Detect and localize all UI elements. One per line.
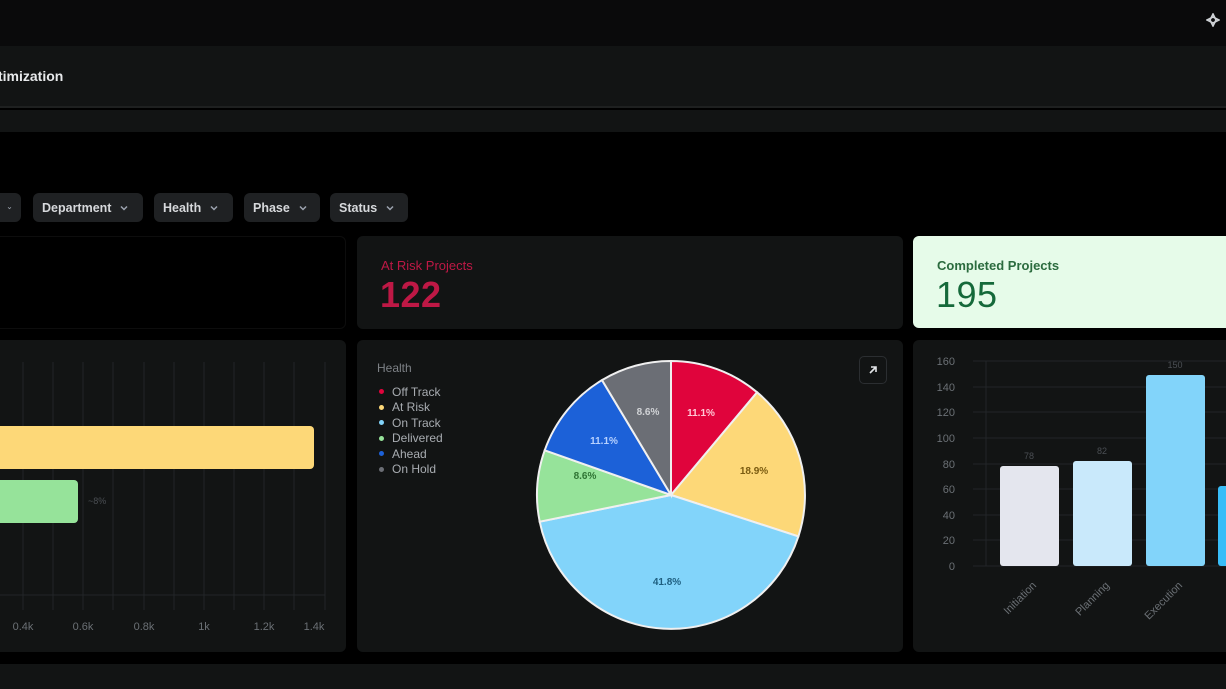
svg-text:60: 60 [943,484,955,496]
filter-dropdown-partial[interactable] [0,193,21,222]
pie-slice-at-risk[interactable] [669,390,806,538]
svg-text:8.6%: 8.6% [574,471,597,482]
chevron-down-icon [299,205,307,211]
svg-text:Initiation: Initiation [1002,580,1039,617]
expand-button[interactable] [859,356,887,384]
kpi-value: 122 [380,274,442,315]
bottom-panel [0,664,1226,689]
move-icon[interactable] [1206,13,1220,27]
phase-bar-chart-card: 160 140 120 100 80 60 40 20 0 78 82 150 … [913,340,1226,652]
filter-label: Health [163,200,202,215]
legend-item-delivered[interactable]: Delivered [379,431,443,447]
svg-text:0.8k: 0.8k [134,621,155,633]
svg-text:0.6k: 0.6k [73,621,94,633]
svg-text:120: 120 [937,407,955,419]
chevron-down-icon [7,206,12,209]
phase-bar-chart: 160 140 120 100 80 60 40 20 0 78 82 150 … [937,356,1226,623]
page-header: timization [0,46,1226,108]
legend-dot-icon [379,389,384,395]
page-title: timization [0,68,64,84]
bar-yellow[interactable] [0,426,314,469]
filter-label: Phase [253,200,290,215]
legend-item-on-track[interactable]: On Track [379,415,443,431]
pie-slice-on-hold[interactable] [600,359,672,499]
kpi-card-blank [0,236,346,329]
kpi-label: Completed Projects [937,258,1060,273]
filter-phase[interactable]: Phase [244,193,320,222]
svg-text:80: 80 [943,459,955,471]
kpi-card-at-risk: At Risk Projects 122 [357,236,903,329]
svg-text:40: 40 [943,510,955,522]
pie-slice-on-track[interactable] [538,493,800,630]
svg-text:150: 150 [1167,360,1182,370]
legend-dot-icon [379,451,384,457]
legend-item-off-track[interactable]: Off Track [379,384,443,400]
bar-monitoring[interactable] [1218,486,1226,566]
svg-text:0: 0 [949,561,955,573]
arrow-up-right-icon [869,366,877,374]
svg-text:11.1%: 11.1% [590,436,618,447]
svg-text:Planning: Planning [1073,580,1112,619]
legend-item-at-risk[interactable]: At Risk [379,400,443,416]
svg-text:1.2k: 1.2k [254,621,275,633]
filter-health[interactable]: Health [154,193,233,222]
legend-item-on-hold[interactable]: On Hold [379,462,443,478]
svg-text:140: 140 [937,382,955,394]
pie-slice-off-track[interactable] [670,359,759,498]
svg-text:82: 82 [1097,446,1107,456]
svg-text:8.6%: 8.6% [637,407,660,418]
horizontal-bar-chart: ~8% 0.4k 0.6k 0.8k 1k 1.2k 1.4k [0,362,326,633]
kpi-label: At Risk Projects [381,258,473,273]
bar-planning[interactable] [1073,461,1132,566]
sub-header [0,110,1226,132]
filter-department[interactable]: Department [33,193,143,222]
top-bar [0,0,1226,46]
filter-label: Department [42,200,112,215]
health-pie-card: Health Off Track At Risk On Track Delive… [357,340,903,652]
legend-item-ahead[interactable]: Ahead [379,446,443,462]
legend-dot-icon [379,404,384,410]
svg-text:78: 78 [1024,451,1034,461]
svg-text:100: 100 [937,433,955,445]
legend-dot-icon [379,420,384,426]
kpi-card-completed: Completed Projects 195 [913,236,1226,328]
chart-title: Health [377,361,412,375]
bar-green[interactable] [0,480,78,523]
legend-dot-icon [379,435,384,441]
health-pie-chart: 11.1% 18.9% 41.8% 8.6% 11.1% 8.6% [536,359,806,630]
svg-text:0.4k: 0.4k [13,621,34,633]
svg-text:11.1%: 11.1% [687,408,715,419]
bar-execution[interactable] [1146,375,1205,566]
pie-legend: Off Track At Risk On Track Delivered Ahe… [379,384,443,477]
svg-text:1.4k: 1.4k [304,621,325,633]
legend-dot-icon [379,466,384,472]
svg-text:160: 160 [937,356,955,368]
svg-text:41.8%: 41.8% [653,577,681,588]
horizontal-bar-chart-card: ~8% 0.4k 0.6k 0.8k 1k 1.2k 1.4k [0,340,346,652]
svg-text:1k: 1k [198,621,210,633]
svg-text:20: 20 [943,535,955,547]
chevron-down-icon [386,205,394,211]
svg-text:18.9%: 18.9% [740,466,768,477]
svg-text:Execution: Execution [1142,580,1185,623]
chevron-down-icon [210,205,218,211]
pie-slice-ahead[interactable] [543,378,674,497]
filter-status[interactable]: Status [330,193,408,222]
filter-label: Status [339,200,378,215]
kpi-value: 195 [936,274,998,315]
chevron-down-icon [120,205,128,211]
bar-value-label: ~8% [88,496,106,506]
bar-initiation[interactable] [1000,466,1059,566]
